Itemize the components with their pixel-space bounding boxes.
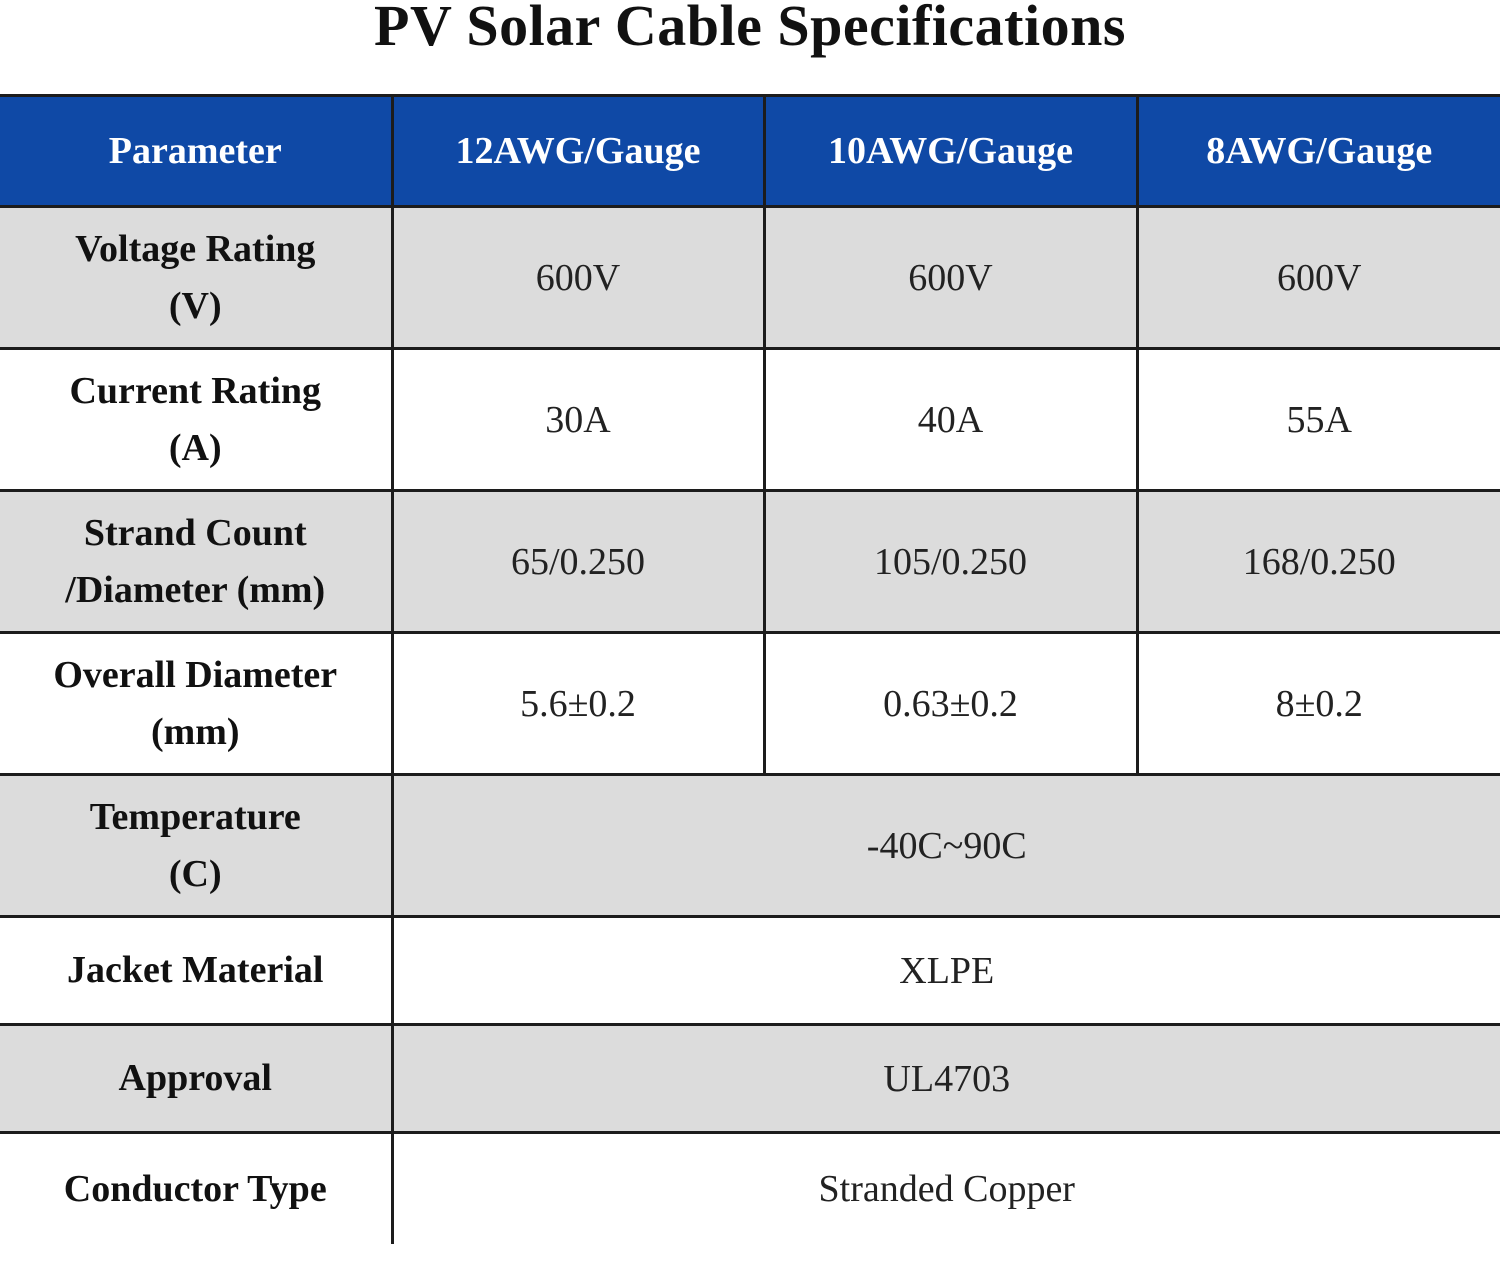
row-strand-count: Strand Count /Diameter (mm) 65/0.250 105… (0, 489, 1500, 634)
cell-voltage-8awg: 600V (1135, 205, 1500, 350)
cell-diameter-12awg: 5.6±0.2 (390, 631, 766, 776)
header-8awg: 8AWG/Gauge (1135, 94, 1500, 208)
row-label-current: Current Rating (A) (0, 347, 394, 492)
row-voltage-rating: Voltage Rating (V) 600V 600V 600V (0, 205, 1500, 350)
row-label-diameter: Overall Diameter (mm) (0, 631, 394, 776)
row-label-line1: Voltage Rating (75, 227, 316, 270)
row-label-approval: Approval (0, 1023, 394, 1134)
row-label-line1: Strand Count (83, 511, 307, 554)
row-label-line2: (C) (168, 852, 222, 895)
row-label-line2: (A) (168, 426, 222, 469)
cell-diameter-8awg: 8±0.2 (1135, 631, 1500, 776)
row-jacket-material: Jacket Material XLPE (0, 915, 1500, 1026)
header-parameter: Parameter (0, 94, 394, 208)
cell-voltage-12awg: 600V (390, 205, 766, 350)
cell-current-10awg: 40A (762, 347, 1139, 492)
cell-conductor: Stranded Copper (390, 1131, 1500, 1244)
row-label-line2: /Diameter (mm) (65, 568, 326, 611)
cell-strand-12awg: 65/0.250 (390, 489, 766, 634)
row-current-rating: Current Rating (A) 30A 40A 55A (0, 347, 1500, 492)
row-temperature: Temperature (C) -40C~90C (0, 773, 1500, 918)
row-label-jacket: Jacket Material (0, 915, 394, 1026)
row-label-strand: Strand Count /Diameter (mm) (0, 489, 394, 634)
header-12awg: 12AWG/Gauge (390, 94, 766, 208)
cell-temperature: -40C~90C (390, 773, 1500, 918)
cell-diameter-10awg: 0.63±0.2 (762, 631, 1139, 776)
cell-strand-8awg: 168/0.250 (1135, 489, 1500, 634)
row-label-line2: (V) (168, 284, 222, 327)
cell-current-12awg: 30A (390, 347, 766, 492)
page-title: PV Solar Cable Specifications (374, 0, 1126, 58)
row-overall-diameter: Overall Diameter (mm) 5.6±0.2 0.63±0.2 8… (0, 631, 1500, 776)
row-conductor-type: Conductor Type Stranded Copper (0, 1131, 1500, 1244)
row-label-line1: Current Rating (69, 369, 322, 412)
cell-approval: UL4703 (390, 1023, 1500, 1134)
table-header-row: Parameter 12AWG/Gauge 10AWG/Gauge 8AWG/G… (0, 94, 1500, 208)
cell-voltage-10awg: 600V (762, 205, 1139, 350)
spec-table: Parameter 12AWG/Gauge 10AWG/Gauge 8AWG/G… (0, 94, 1500, 1244)
row-approval: Approval UL4703 (0, 1023, 1500, 1134)
row-label-conductor: Conductor Type (0, 1131, 394, 1244)
row-label-line1: Overall Diameter (53, 653, 338, 696)
cell-current-8awg: 55A (1135, 347, 1500, 492)
row-label-voltage: Voltage Rating (V) (0, 205, 394, 350)
cell-jacket: XLPE (390, 915, 1500, 1026)
row-label-line2: (mm) (150, 710, 240, 753)
cell-strand-10awg: 105/0.250 (762, 489, 1139, 634)
header-10awg: 10AWG/Gauge (762, 94, 1139, 208)
row-label-line1: Temperature (89, 795, 301, 838)
row-label-temperature: Temperature (C) (0, 773, 394, 918)
